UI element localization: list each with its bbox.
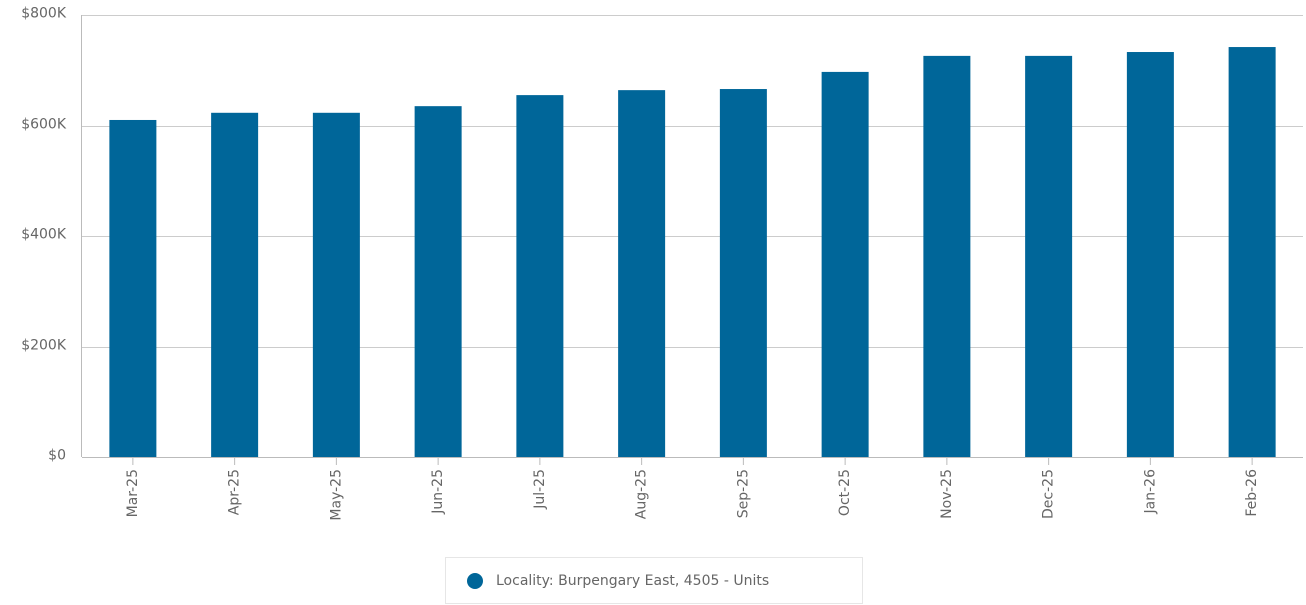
bar [618,90,666,457]
x-tick-label: Oct-25 [837,469,853,516]
bar [1025,55,1073,457]
x-tick-label: Nov-25 [939,469,955,519]
bar [211,112,259,457]
legend-label: Locality: Burpengary East, 4505 - Units [496,573,769,589]
x-tick-label: Feb-26 [1244,469,1260,517]
y-tick-label: $200K [21,338,67,354]
x-tick-label: Jul-25 [532,469,548,510]
x-tick-label: Jan-26 [1142,469,1158,515]
legend-box [445,557,863,604]
bar [414,106,462,457]
bar [1126,52,1174,458]
x-tick-label: Apr-25 [227,469,243,515]
x-tick-label: Aug-25 [634,469,650,519]
bar [719,89,767,457]
bar [109,119,157,457]
bar [923,55,971,457]
x-tick-label: Dec-25 [1041,469,1057,519]
bar [1228,47,1276,458]
x-tick-label: May-25 [328,469,344,521]
y-tick-label: $400K [21,227,67,243]
x-tick-label: Mar-25 [125,469,141,517]
y-tick-label: $600K [21,117,67,133]
x-tick-label: Sep-25 [735,469,751,518]
legend-marker [467,573,483,589]
bar [821,71,869,457]
y-tick-label: $0 [48,448,66,464]
x-tick-label: Jun-25 [430,469,446,515]
bar [516,95,564,458]
bar [312,112,360,457]
y-tick-label: $800K [21,6,67,22]
